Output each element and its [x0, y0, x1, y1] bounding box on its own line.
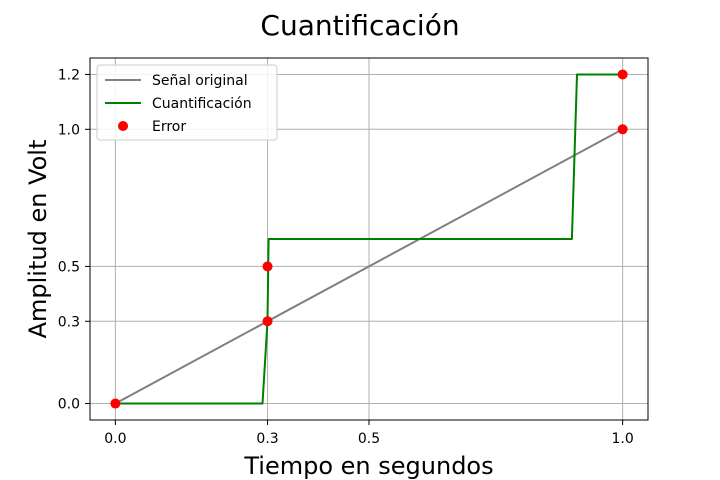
y-tick-label: 0.3	[58, 314, 80, 330]
legend-label: Señal original	[152, 73, 248, 89]
axis-ticks: 0.0 0.3 0.5 1.0 0.0 0.3 0.5 1.0 1.2	[58, 67, 634, 447]
x-tick-label: 0.0	[104, 431, 126, 447]
legend: Señal original Cuantificación Error	[96, 64, 278, 141]
legend-label: Cuantificación	[152, 96, 252, 112]
x-tick-label: 1.0	[612, 431, 634, 447]
error-point	[617, 69, 628, 80]
y-tick-label: 1.0	[58, 122, 80, 138]
chart-title: Cuantificación	[260, 9, 459, 42]
series-line	[114, 128, 624, 405]
y-tick-label: 0.5	[58, 259, 80, 275]
x-tick-label: 0.5	[358, 431, 380, 447]
series-line	[115, 73, 623, 405]
error-point	[262, 261, 273, 272]
y-tick-label: 1.2	[58, 67, 80, 83]
error-point	[110, 398, 121, 409]
y-axis-label: Amplitud en Volt	[24, 140, 52, 339]
error-point	[262, 316, 273, 327]
x-tick-label: 0.3	[256, 431, 278, 447]
error-point	[617, 124, 628, 135]
x-axis-label: Tiempo en segundos	[243, 452, 493, 480]
legend-box	[96, 64, 278, 141]
plot-series	[110, 69, 628, 409]
legend-label: Error	[152, 119, 186, 135]
y-tick-label: 0.0	[58, 397, 80, 413]
legend-swatch	[118, 121, 128, 131]
